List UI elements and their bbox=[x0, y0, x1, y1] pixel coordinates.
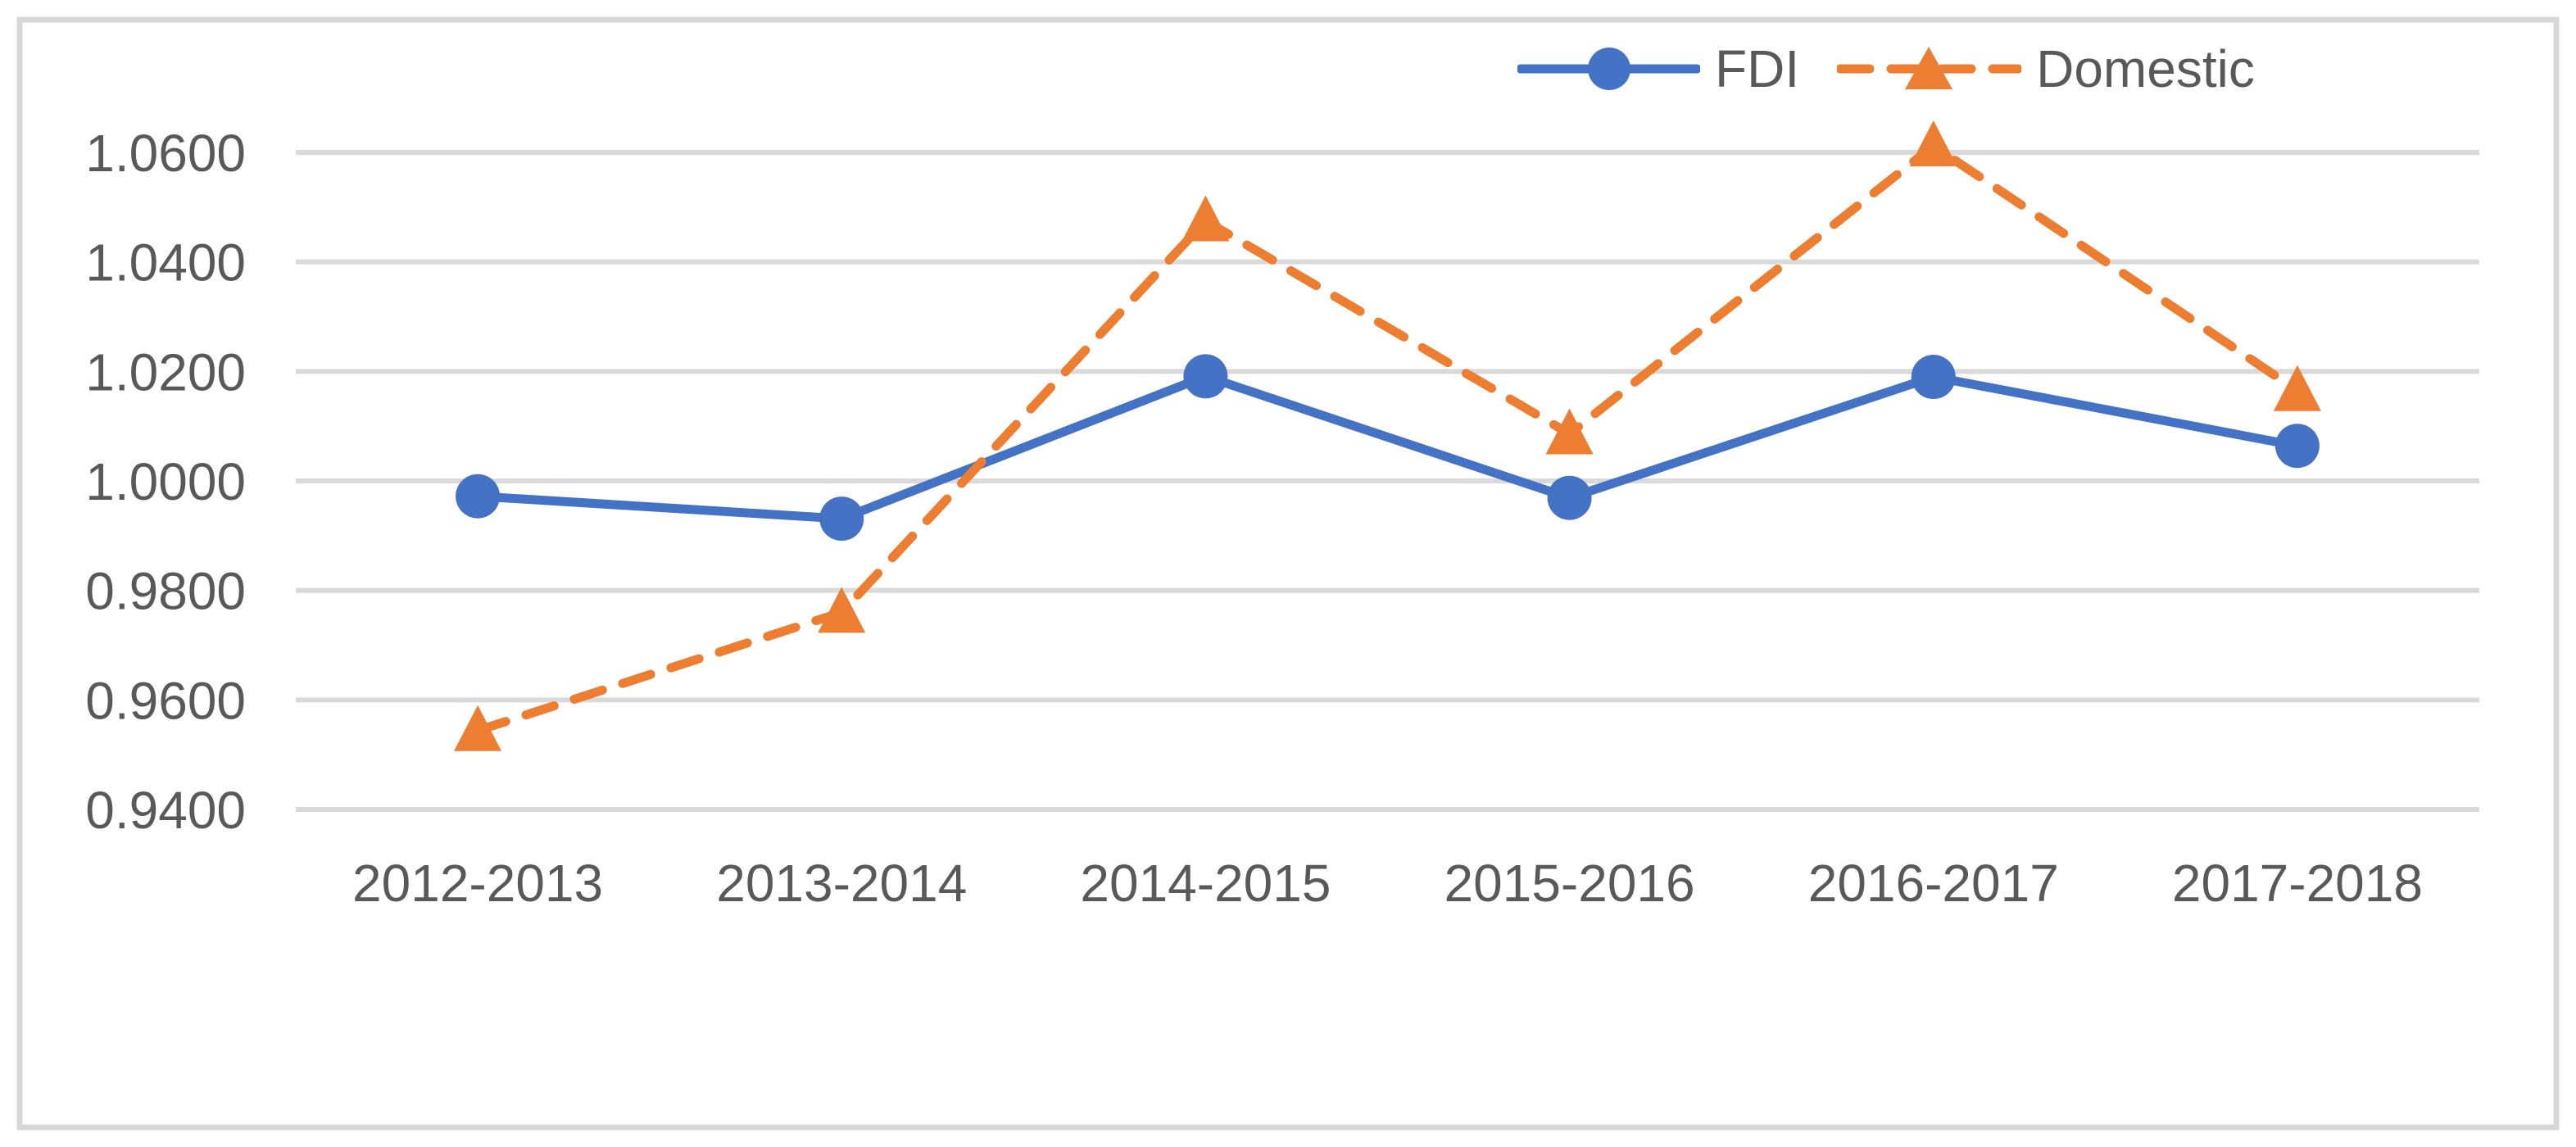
domestic-series-line bbox=[473, 141, 2302, 736]
y-axis-tick-label: 1.0600 bbox=[85, 124, 246, 183]
x-axis-tick-label: 2012-2013 bbox=[352, 854, 603, 913]
x-axis-tick-label: 2013-2014 bbox=[716, 854, 967, 913]
domestic-legend-swatch bbox=[1837, 47, 2022, 89]
x-axis-tick-label: 2014-2015 bbox=[1080, 854, 1331, 913]
legend-item-domestic: Domestic bbox=[1837, 43, 2255, 95]
y-axis-tick-label: 0.9400 bbox=[85, 781, 246, 840]
fdi-data-marker-circle-icon bbox=[1911, 355, 1956, 400]
fdi-data-marker-circle-icon bbox=[2274, 424, 2320, 469]
fdi-data-marker-circle-icon bbox=[1547, 475, 1592, 520]
domestic-data-marker-triangle-icon bbox=[1181, 195, 1230, 242]
y-axis-tick-label: 0.9800 bbox=[85, 562, 246, 621]
fdi-data-marker-circle-icon bbox=[456, 474, 501, 519]
fdi-data-marker-circle-icon bbox=[1183, 354, 1228, 399]
fdi-legend-swatch bbox=[1517, 48, 1700, 90]
fdi-data-marker-circle-icon bbox=[819, 496, 864, 542]
legend-label-fdi: FDI bbox=[1715, 39, 1800, 98]
domestic-data-marker-triangle-icon bbox=[1909, 120, 1957, 166]
x-axis-tick-label: 2017-2018 bbox=[2172, 854, 2423, 913]
legend: FDI Domestic bbox=[1517, 43, 2255, 95]
y-axis-tick-label: 1.0200 bbox=[85, 342, 246, 401]
legend-item-fdi: FDI bbox=[1517, 43, 1799, 95]
domestic-data-marker-triangle-icon bbox=[818, 587, 866, 633]
chart-border bbox=[16, 16, 2560, 1131]
domestic-data-marker-triangle-icon bbox=[454, 705, 502, 751]
domestic-data-marker-triangle-icon bbox=[2273, 365, 2321, 411]
domestic-data-marker-triangle-icon bbox=[1545, 408, 1594, 455]
domestic-legend-marker-triangle-icon bbox=[1905, 47, 1953, 89]
y-axis-tick-label: 1.0000 bbox=[85, 452, 246, 511]
fdi-series-line bbox=[473, 371, 2302, 524]
y-axis-tick-label: 1.0400 bbox=[85, 233, 246, 292]
y-axis-tick-label: 0.9600 bbox=[85, 671, 246, 730]
x-axis-tick-label: 2015-2016 bbox=[1444, 854, 1695, 913]
fdi-legend-marker-circle-icon bbox=[1588, 48, 1630, 90]
x-axis-tick-label: 2016-2017 bbox=[1808, 854, 2059, 913]
legend-label-domestic: Domestic bbox=[2036, 39, 2255, 98]
